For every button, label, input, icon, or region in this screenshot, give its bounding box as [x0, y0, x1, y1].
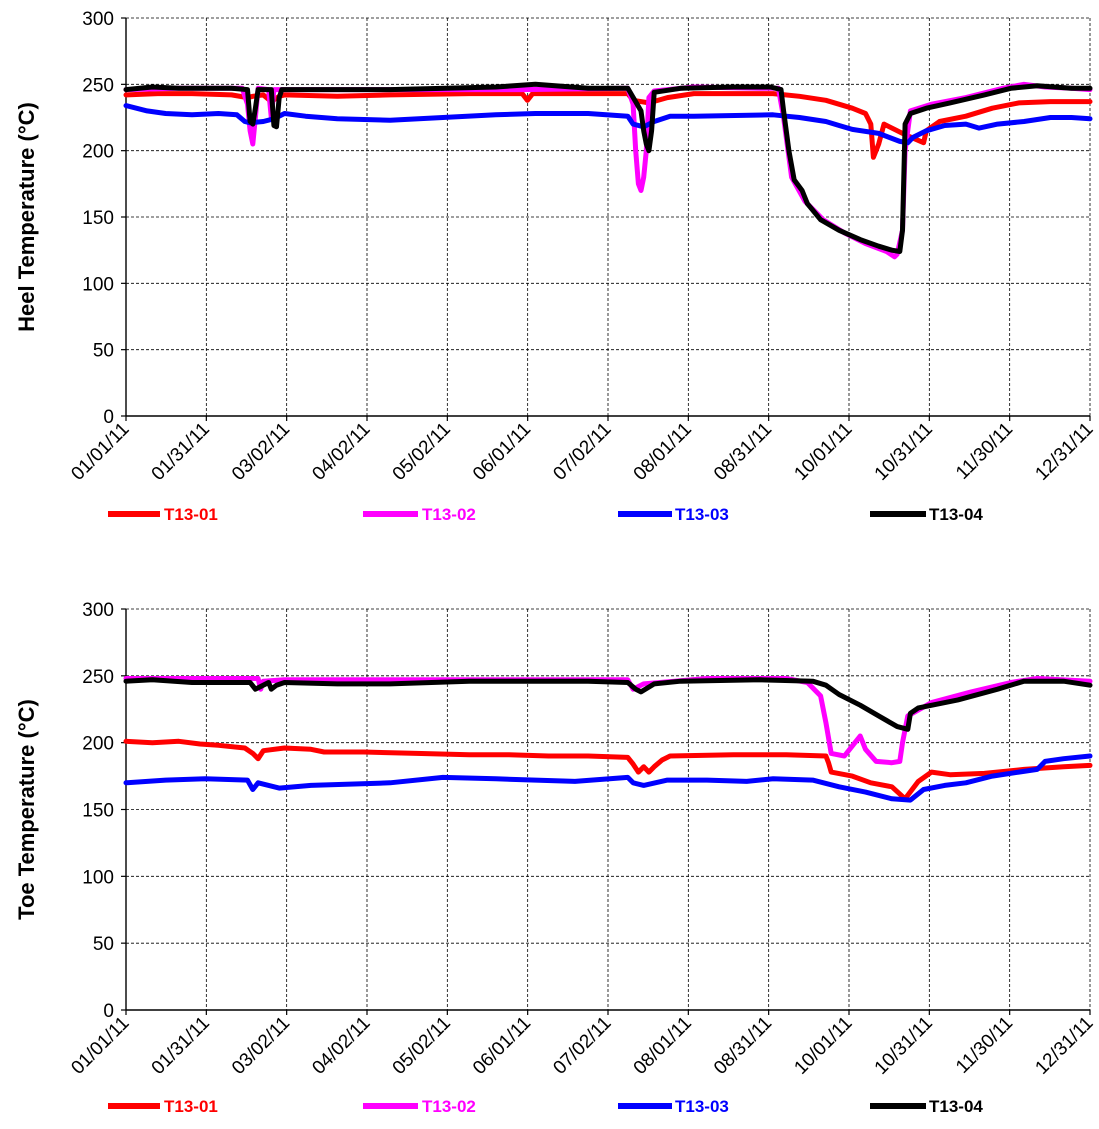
x-tick-label: 04/02/11	[308, 419, 374, 485]
y-axis-title: Toe Temperature (°C)	[14, 699, 39, 920]
y-tick-label: 250	[82, 667, 114, 688]
x-tick-label: 01/31/11	[148, 1013, 214, 1079]
series-line-t13-04	[123, 81, 1093, 254]
x-tick-label: 06/01/11	[469, 1013, 535, 1079]
x-tick-label: 08/01/11	[630, 419, 696, 485]
y-tick-label: 150	[82, 801, 114, 822]
y-tick-label: 0	[103, 407, 114, 428]
y-tick-label: 200	[82, 142, 114, 163]
y-tick-label: 50	[93, 341, 114, 362]
y-tick-label: 200	[82, 734, 114, 755]
toe-temperature-chart: 0 50 100 150 200 250 300 01/01/11 01/31/11 03/02/…	[14, 600, 1098, 1116]
y-axis-title: Heel Temperature (°C)	[14, 102, 39, 332]
x-tick-label: 12/31/11	[1031, 419, 1097, 485]
legend-label: T13-04	[929, 1097, 983, 1116]
x-tick-label: 12/31/11	[1031, 1013, 1097, 1079]
x-tick-label: 08/01/11	[630, 1013, 696, 1079]
y-tick-label: 50	[93, 934, 114, 955]
legend-label: T13-04	[929, 505, 983, 524]
x-tick-label: 07/02/11	[549, 419, 615, 485]
series-line-t13-04	[123, 677, 1093, 732]
x-tick-label: 10/31/11	[871, 1013, 937, 1079]
x-tick-label: 11/30/11	[952, 1013, 1017, 1078]
x-tick-label: 04/02/11	[308, 1013, 374, 1079]
series-line-t13-03	[123, 753, 1093, 803]
y-tick-label: 250	[82, 75, 114, 96]
x-tick-label: 11/30/11	[952, 419, 1017, 484]
x-tick-label: 03/02/11	[228, 1013, 294, 1079]
y-tick-label: 100	[82, 274, 114, 295]
x-tick-label: 01/01/11	[67, 1013, 133, 1079]
legend-label: T13-02	[422, 505, 476, 524]
x-tick-label: 01/31/11	[148, 419, 214, 485]
y-tick-label: 150	[82, 208, 114, 229]
x-tick-label: 03/02/11	[228, 419, 294, 485]
y-tick-label: 300	[82, 600, 114, 621]
x-tick-label: 10/01/11	[790, 1013, 856, 1079]
y-tick-label: 300	[82, 9, 114, 30]
legend-label: T13-01	[164, 1097, 218, 1116]
x-tick-label: 06/01/11	[469, 419, 535, 485]
x-tick-label: 10/01/11	[790, 419, 856, 485]
x-tick-label: 08/31/11	[710, 1013, 776, 1079]
heel-temperature-chart: 0 50 100 150 200 250 300 01/01/11 01/31/11 03/02/…	[14, 9, 1098, 524]
series-line-t13-01	[123, 738, 1093, 802]
legend-label: T13-03	[675, 505, 729, 524]
legend-label: T13-01	[164, 505, 218, 524]
legend-label: T13-03	[675, 1097, 729, 1116]
x-tick-label: 05/02/11	[389, 1013, 455, 1079]
x-tick-label: 01/01/11	[67, 419, 133, 485]
x-tick-label: 07/02/11	[549, 1013, 615, 1079]
y-tick-label: 100	[82, 867, 114, 888]
x-tick-label: 05/02/11	[389, 419, 455, 485]
legend-label: T13-02	[422, 1097, 476, 1116]
y-tick-label: 0	[103, 1001, 114, 1022]
x-tick-label: 10/31/11	[871, 419, 937, 485]
x-tick-label: 08/31/11	[710, 419, 776, 485]
